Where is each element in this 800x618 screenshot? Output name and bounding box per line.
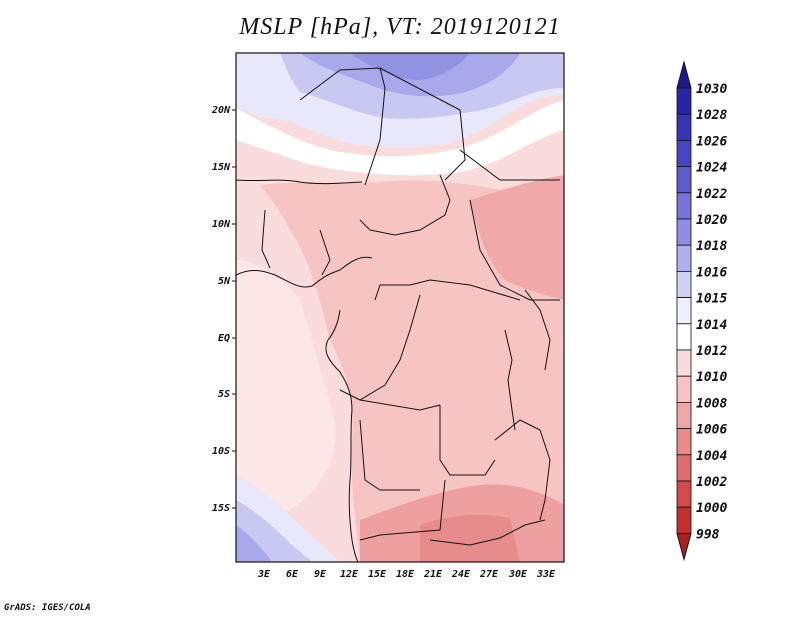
lon-label: 27E [479,569,499,580]
colorbar-label: 1018 [696,239,727,254]
lat-label: 15N [212,162,231,173]
colorbar-label: 998 [696,527,720,542]
colorbar-label: 1000 [696,501,727,516]
lon-label: 18E [396,569,415,580]
lon-label: 30E [508,569,528,580]
colorbar-label: 1008 [696,396,727,411]
lon-label: 21E [423,569,443,580]
lat-axis: 20N 15N 10N 5N EQ 5S 10S 15S [211,105,236,514]
colorbar-label: 1002 [696,475,727,490]
colorbar-label: 1028 [696,108,727,123]
country-borders [236,67,560,562]
colorbar-label: 1024 [696,161,727,176]
colorbar: 1030 1028 1026 1024 1022 1020 1018 1016 1015 1014… [676,60,727,562]
colorbar-label: 1026 [696,134,727,149]
lon-label: 12E [340,569,359,580]
colorbar-bin [676,375,692,403]
colorbar-bin [676,113,692,141]
colorbar-label: 1030 [696,82,727,97]
colorbar-bin [676,166,692,194]
map-frame [235,52,565,563]
page-title: MSLP [hPa], VT: 2019120121 [239,14,561,40]
lon-label: 24E [451,569,471,580]
colorbar-label: 1022 [696,187,727,202]
colorbar-label: 1004 [696,449,727,464]
lat-label: 10S [212,446,230,457]
colorbar-top-arrow [676,60,692,89]
colorbar-label: 1014 [696,318,727,333]
mslp-field [236,53,564,562]
lat-label: 15S [212,503,230,514]
lat-label: 20N [211,105,231,116]
colorbar-bin [676,218,692,246]
colorbar-bin [676,244,692,272]
lat-label: 5N [218,276,231,287]
colorbar-bin [676,454,692,482]
colorbar-bin [676,428,692,456]
colorbar-label: 1020 [696,213,727,228]
lon-label: 15E [368,569,387,580]
colorbar-bin [676,139,692,167]
lat-label: 10N [212,219,231,230]
colorbar-bin [676,87,692,115]
footer-credit: GrADS: IGES/COLA [4,603,91,613]
colorbar-bin [676,349,692,377]
colorbar-bin [676,401,692,429]
colorbar-label: 1006 [696,423,727,438]
colorbar-label: 1012 [696,344,727,359]
colorbar-bin [676,480,692,508]
colorbar-label: 1016 [696,265,727,280]
colorbar-bin [676,323,692,351]
colorbar-bin [676,270,692,298]
lon-label: 3E [257,569,271,580]
colorbar-bottom-arrow [676,532,692,562]
lon-axis: 3E 6E 9E 12E 15E 18E 21E 24E 27E 30E 33E [257,569,556,580]
lon-label: 6E [286,569,299,580]
colorbar-bin [676,192,692,220]
lon-label: 9E [314,569,327,580]
lat-label: EQ [218,333,230,344]
colorbar-label: 1015 [696,292,727,307]
colorbar-bin [676,297,692,325]
colorbar-bin [676,506,692,534]
colorbar-label: 1010 [696,370,727,385]
lat-label: 5S [218,389,230,400]
lon-label: 33E [536,569,556,580]
